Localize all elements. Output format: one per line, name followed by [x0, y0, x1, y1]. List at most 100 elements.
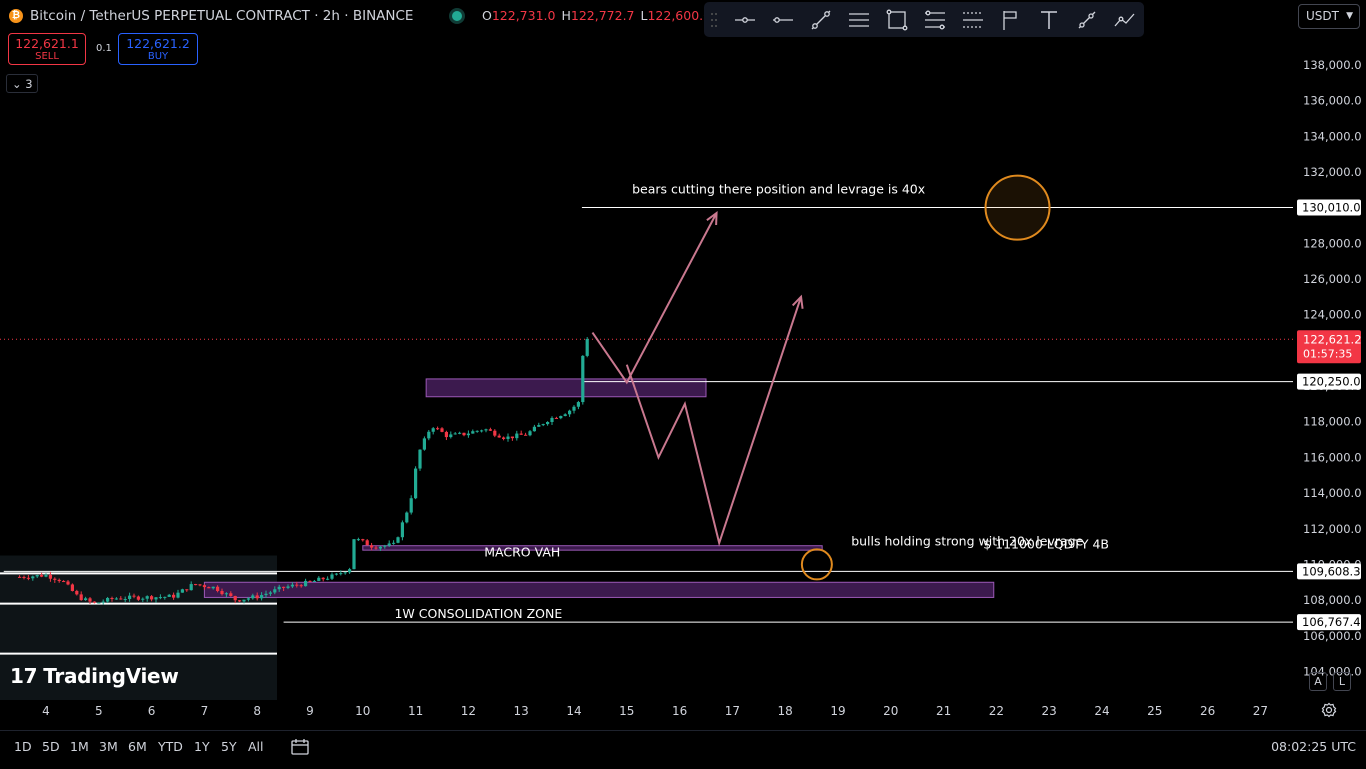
candle-body: [62, 581, 66, 583]
candle-body: [101, 601, 105, 603]
range-5y[interactable]: 5Y: [221, 739, 237, 754]
range-3m[interactable]: 3M: [99, 739, 118, 754]
candle-body: [374, 547, 378, 549]
projection-path: [625, 296, 802, 547]
text-icon[interactable]: [1036, 7, 1062, 33]
range-6m[interactable]: 6M: [128, 739, 147, 754]
last-price-tag: [1297, 330, 1361, 364]
x-axis-tick-label: 20: [883, 704, 898, 718]
candle-body: [268, 592, 272, 594]
candle-body: [264, 593, 268, 596]
buy-button[interactable]: 122,621.2 BUY: [118, 33, 198, 65]
sell-button[interactable]: 122,621.1 SELL: [8, 33, 86, 65]
x-axis-tick-label: 27: [1253, 704, 1268, 718]
range-ytd[interactable]: YTD: [158, 739, 183, 754]
utc-clock[interactable]: 08:02:25 UTC: [1271, 739, 1356, 754]
candle-body: [422, 438, 426, 450]
candle-body: [150, 596, 154, 600]
candle-body: [282, 586, 286, 588]
y-axis-tick-label: 126,000.0: [1303, 272, 1362, 286]
candle-body: [189, 584, 193, 591]
drag-handle-icon[interactable]: [710, 12, 718, 28]
candle-body: [18, 576, 22, 578]
candle-body: [396, 537, 400, 543]
level-price-label: 130,010.0: [1302, 200, 1361, 214]
candle-body: [449, 434, 453, 438]
candle-body: [110, 597, 114, 600]
range-all[interactable]: All: [248, 739, 264, 754]
auto-scale-button[interactable]: A: [1309, 672, 1327, 691]
candle-body: [163, 596, 167, 598]
x-axis-tick-label: 24: [1094, 704, 1109, 718]
candle-body: [484, 429, 488, 431]
symbol-title[interactable]: Bitcoin / TetherUS PERPETUAL CONTRACT · …: [30, 8, 414, 24]
candle-body: [260, 595, 264, 599]
high-label: H: [561, 8, 571, 23]
candle-body: [172, 594, 176, 598]
y-axis-tick-label: 134,000.0: [1303, 129, 1362, 143]
pitchfork-icon[interactable]: [960, 7, 986, 33]
currency-select[interactable]: USDT ▼: [1298, 4, 1360, 29]
candle-body: [92, 601, 96, 603]
flag-icon[interactable]: [998, 7, 1024, 33]
range-1y[interactable]: 1Y: [194, 739, 210, 754]
range-5d[interactable]: 5D: [42, 739, 60, 754]
candle-body: [409, 498, 413, 513]
candle-body: [554, 417, 558, 419]
fib-retracement-icon[interactable]: [922, 7, 948, 33]
path-icon[interactable]: [1112, 7, 1138, 33]
candle-body: [559, 416, 563, 419]
candle-body: [475, 430, 479, 432]
chart-annotation: MACRO VAH: [484, 544, 560, 559]
range-1d[interactable]: 1D: [14, 739, 32, 754]
candle-body: [440, 428, 444, 432]
candle-body: [119, 598, 123, 600]
y-axis-tick-label: 138,000.0: [1303, 58, 1362, 72]
candle-body: [541, 424, 545, 426]
chevron-down-icon: ▼: [1346, 11, 1353, 21]
horizontal-ray-icon[interactable]: [732, 7, 758, 33]
candle-body: [202, 585, 206, 588]
candle-body: [308, 580, 312, 582]
candle-body: [330, 574, 334, 579]
range-1m[interactable]: 1M: [70, 739, 89, 754]
trend-line-icon[interactable]: [808, 7, 834, 33]
brand-name: TradingView: [43, 664, 179, 688]
buy-label: BUY: [147, 51, 169, 62]
candle-body: [158, 597, 162, 599]
x-axis-tick-label: 12: [461, 704, 476, 718]
candle-body: [44, 574, 48, 577]
candle-body: [436, 428, 440, 430]
y-axis-tick-label: 108,000.0: [1303, 593, 1362, 607]
candle-body: [471, 431, 475, 434]
level-price-tag: [1297, 614, 1361, 631]
x-axis-tick-label: 11: [408, 704, 423, 718]
chart-annotation: $ 111000 LQDTY 4B: [983, 536, 1109, 551]
candle-body: [290, 584, 294, 587]
horizontal-line-icon[interactable]: [770, 7, 796, 33]
indicators-toggle[interactable]: ⌄ 3: [6, 74, 38, 93]
candle-body: [207, 587, 211, 589]
candle-body: [326, 578, 330, 580]
candle-body: [35, 574, 39, 577]
rectangle-icon[interactable]: [884, 7, 910, 33]
date-range-icon[interactable]: [290, 737, 310, 757]
brush-icon[interactable]: [1074, 7, 1100, 33]
gear-icon[interactable]: [1321, 702, 1337, 718]
candle-body: [418, 449, 422, 469]
log-scale-button[interactable]: L: [1333, 672, 1351, 691]
x-axis-tick-label: 4: [42, 704, 50, 718]
candle-body: [444, 431, 448, 438]
candle-body: [581, 355, 585, 403]
drawing-toolbar: [704, 2, 1144, 37]
candle-body: [405, 512, 409, 523]
parallel-channel-icon[interactable]: [846, 7, 872, 33]
candle-body: [154, 597, 158, 600]
candle-body: [400, 522, 404, 538]
candle-body: [167, 594, 171, 597]
candle-body: [22, 576, 26, 578]
x-axis-tick-label: 18: [778, 704, 793, 718]
candle-body: [57, 579, 61, 582]
sell-price: 122,621.1: [15, 36, 79, 51]
